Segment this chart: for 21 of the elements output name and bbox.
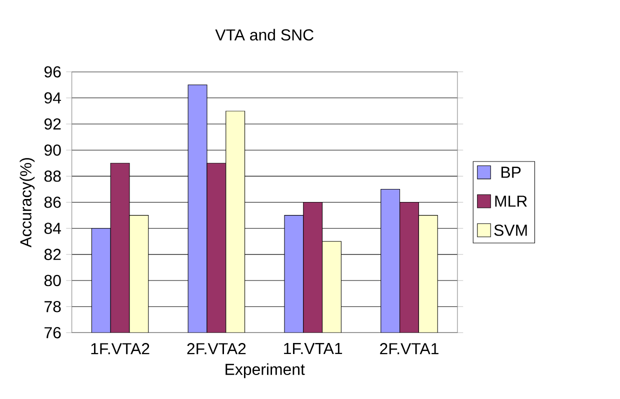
y-tick-label: 76: [44, 327, 61, 338]
legend-label: SVM: [494, 224, 527, 236]
legend-label: BP: [501, 166, 521, 178]
y-tick-label: 84: [44, 222, 61, 234]
x-tick-label: 1F.VTA2: [91, 343, 150, 354]
x-tick-label: 2F.VTA2: [187, 343, 246, 354]
y-tick-label: 90: [44, 144, 61, 156]
legend-label: MLR: [495, 196, 527, 207]
y-tick-label: 96: [44, 66, 61, 78]
y-tick-label: 86: [44, 196, 61, 208]
x-axis-title: Experiment: [226, 363, 305, 378]
x-tick-label: 2F.VTA1: [380, 343, 438, 354]
y-tick-label: 78: [44, 301, 61, 312]
x-tick-label: 1F.VTA1: [284, 343, 342, 354]
chart-title: VTA and SNC: [215, 28, 314, 41]
y-tick-label: 82: [44, 248, 61, 260]
y-tick-label: 92: [44, 118, 61, 130]
y-tick-label: 94: [44, 92, 61, 104]
y-tick-label: 80: [44, 274, 61, 286]
y-tick-label: 88: [44, 170, 61, 182]
y-axis-title: Accuracy(%): [20, 158, 35, 248]
